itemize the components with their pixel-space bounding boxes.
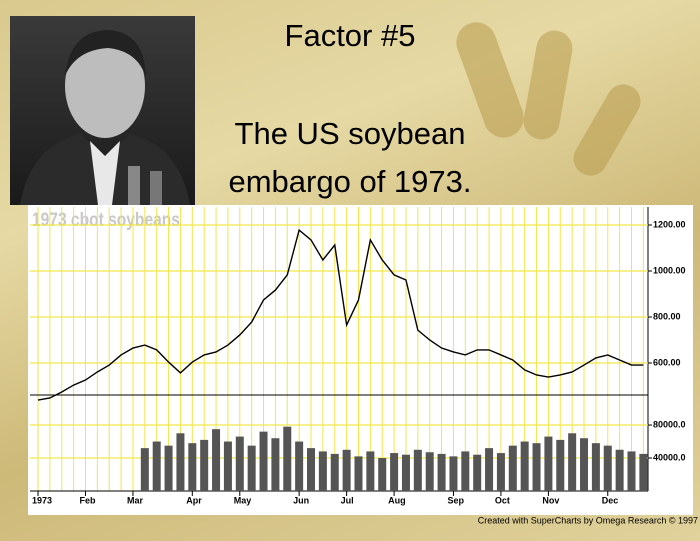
volume-bar	[330, 453, 339, 491]
volume-bar	[176, 433, 185, 491]
volume-bar	[544, 436, 553, 491]
y-tick-label: 1200.00	[653, 219, 686, 229]
photo-face	[65, 34, 145, 138]
x-tick-label: Aug	[388, 495, 406, 505]
photo-illustration	[20, 30, 190, 205]
volume-bar	[532, 443, 541, 491]
volume-bar	[223, 441, 232, 491]
volume-bar	[603, 445, 612, 491]
volume-bar	[152, 441, 161, 491]
volume-bar	[307, 448, 316, 491]
x-tick-label: Feb	[79, 495, 96, 505]
x-tick-label: 1973	[32, 495, 52, 505]
photo	[10, 16, 195, 205]
credit: Created with SuperCharts by Omega Resear…	[478, 515, 698, 525]
y-tick-label: 600.00	[653, 357, 681, 367]
volume-bar	[520, 441, 529, 491]
volume-bar	[473, 454, 482, 491]
x-tick-label: May	[234, 495, 252, 505]
x-tick-label: Oct	[495, 495, 510, 505]
volume-bar	[413, 449, 422, 491]
volume-bar	[271, 438, 280, 491]
photo-hair	[65, 30, 146, 78]
x-tick-label: Sep	[447, 495, 464, 505]
volume-bar	[627, 451, 636, 491]
volume-bar	[437, 453, 446, 491]
volume-bar	[615, 449, 624, 491]
volume-bar	[378, 458, 387, 491]
volume-bar	[591, 443, 600, 491]
y-tick-label: 800.00	[653, 311, 681, 321]
y-tick-label: 1000.00	[653, 265, 686, 275]
x-tick-label: Apr	[186, 495, 202, 505]
volume-bar	[568, 433, 577, 491]
volume-bar	[283, 426, 292, 491]
y-tick-label: 40000.0	[653, 452, 686, 462]
volume-bar	[200, 439, 209, 491]
chart-title: 1973 cbot soybeans	[32, 209, 180, 231]
volume-bar	[580, 438, 589, 491]
slide-title: Factor #5	[284, 18, 416, 53]
volume-bar	[259, 431, 268, 491]
volume-bar	[342, 449, 351, 491]
volume-bar	[449, 456, 458, 491]
photo-shirt	[90, 141, 120, 205]
price-line	[37, 228, 644, 401]
volume-bar	[140, 448, 149, 491]
volume-bar	[354, 456, 363, 491]
x-tick-label: Mar	[127, 495, 144, 505]
photo-microphone	[150, 171, 162, 205]
volume-bar	[556, 439, 565, 491]
volume-bar	[496, 453, 505, 491]
y-tick-label: 80000.0	[653, 419, 686, 429]
volume-bar	[508, 445, 517, 491]
volume-bar	[461, 451, 470, 491]
volume-bar	[318, 451, 327, 491]
x-tick-label: Jun	[293, 495, 309, 505]
volume-bar	[164, 445, 173, 491]
volume-bar	[212, 429, 221, 491]
volume-bar	[366, 451, 375, 491]
volume-bar	[390, 453, 399, 491]
volume-bar	[295, 441, 304, 491]
volume-bar	[188, 443, 197, 491]
x-tick-label: Jul	[341, 495, 354, 505]
x-tick-label: Dec	[602, 495, 619, 505]
slide-subtitle: The US soybean embargo of 1973.	[228, 116, 472, 199]
volume-bar	[247, 445, 256, 491]
volume-bar	[235, 436, 244, 491]
volume-bar	[639, 453, 648, 491]
photo-microphone	[128, 166, 140, 205]
volume-bar	[401, 454, 410, 491]
x-tick-label: Nov	[542, 495, 559, 505]
volume-bar	[425, 452, 434, 491]
volume-bar	[485, 448, 494, 491]
